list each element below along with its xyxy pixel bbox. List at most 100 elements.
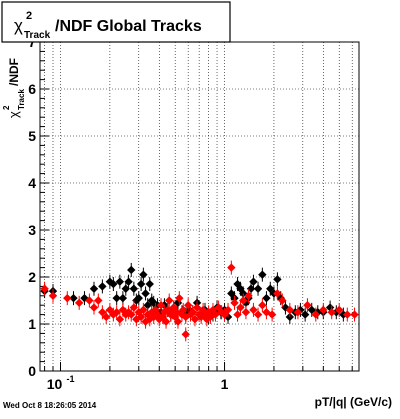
data-point: [206, 312, 215, 322]
data-point: [127, 265, 136, 275]
data-point: [156, 301, 166, 310]
title-sup: 2: [26, 10, 32, 22]
data-point: [89, 303, 99, 312]
data-point: [143, 301, 152, 310]
data-point: [98, 282, 107, 291]
data-point: [303, 301, 312, 310]
data-point: [249, 277, 258, 286]
data-point: [136, 279, 146, 289]
data-point: [267, 310, 277, 319]
data-point: [129, 303, 139, 312]
data-point: [165, 296, 174, 305]
data-point: [118, 293, 128, 303]
data-point: [335, 305, 344, 315]
data-point: [124, 277, 133, 286]
data-point: [112, 308, 121, 317]
x-tick-exponent: -1: [67, 374, 75, 384]
data-point: [141, 289, 150, 298]
data-point: [241, 308, 251, 317]
data-point: [300, 310, 310, 319]
data-point: [139, 305, 148, 315]
timestamp: Wed Oct 8 18:26:05 2014: [3, 401, 97, 410]
y-tick-label: 1: [28, 316, 36, 332]
data-point: [94, 296, 103, 305]
x-tick-label: 10: [47, 376, 63, 392]
data-point: [112, 293, 121, 303]
ylabel-sup: 2: [2, 105, 11, 110]
data-point: [273, 289, 282, 298]
data-point: [109, 279, 118, 289]
data-point: [285, 312, 295, 322]
y-tick-label: 0: [28, 363, 36, 379]
y-tick-label: 6: [28, 81, 36, 97]
data-point: [121, 284, 130, 293]
axis-ticks: [40, 41, 353, 372]
data-point: [350, 310, 359, 319]
x-axis-label: pT/|q| (GeV/c): [315, 395, 392, 409]
data-point: [236, 303, 245, 312]
data-point: [89, 284, 99, 293]
y-tick-label: 3: [28, 222, 36, 238]
data-point: [223, 305, 233, 315]
data-point: [173, 317, 183, 326]
data-point: [181, 330, 190, 339]
y-tick-label: 4: [28, 175, 36, 191]
data-point: [319, 305, 328, 315]
data-point: [105, 305, 115, 315]
plot-frame: [39, 41, 360, 372]
data-point: [188, 308, 197, 317]
data-point: [98, 308, 107, 317]
title-box: [1, 1, 231, 43]
data-point: [258, 270, 267, 279]
data-point: [163, 305, 172, 315]
data-point: [129, 284, 139, 293]
data-point: [223, 312, 233, 322]
data-point: [134, 293, 143, 303]
chart-title: /NDF Global Tracks: [55, 18, 202, 35]
y-tick-label: 5: [28, 128, 36, 144]
data-point: [175, 293, 184, 303]
data-point: [115, 277, 125, 286]
x-tick-label: 1: [221, 376, 229, 392]
data-point: [273, 275, 282, 284]
data-point: [227, 263, 236, 272]
data-point: [311, 310, 321, 319]
data-point: [85, 296, 94, 305]
data-point: [253, 284, 263, 293]
data-point: [249, 305, 258, 315]
data-point: [239, 296, 248, 305]
data-point: [343, 310, 352, 319]
title-chi: χ: [14, 16, 23, 35]
data-point: [145, 279, 154, 289]
y-tick-label: 2: [28, 269, 36, 285]
data-point: [262, 293, 271, 303]
data-point: [327, 308, 336, 317]
data-point: [40, 284, 49, 293]
data-point: [115, 315, 125, 324]
data-point: [233, 310, 242, 319]
data-point: [253, 310, 263, 319]
data-point: [211, 310, 220, 319]
grid-lines: [40, 41, 359, 372]
data-point: [258, 301, 267, 310]
data-point: [48, 291, 58, 300]
data-point: [244, 291, 253, 300]
tick-labels: 0123456710-11: [28, 34, 228, 392]
data-point: [230, 298, 239, 308]
data-point: [69, 293, 78, 303]
data-point: [74, 298, 84, 308]
data-point: [190, 315, 200, 324]
title-sub: Track: [24, 30, 51, 41]
data-point: [183, 301, 193, 310]
data-point: [285, 305, 295, 315]
ylabel-main: /NDF: [7, 58, 21, 86]
ylabel-sub: Track: [17, 89, 26, 110]
data-point: [161, 317, 171, 326]
data-point: [139, 270, 148, 279]
data-point: [102, 312, 111, 322]
data-points: [40, 260, 359, 342]
data-point: [63, 293, 72, 303]
data-point: [278, 296, 287, 305]
